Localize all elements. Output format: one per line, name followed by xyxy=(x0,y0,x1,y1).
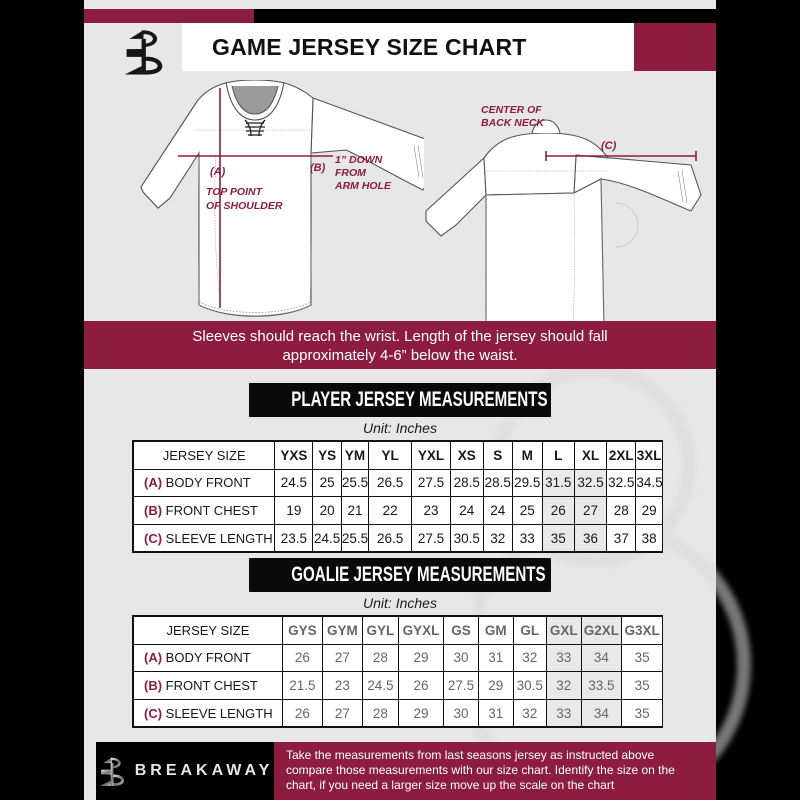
svg-text:ARM HOLE: ARM HOLE xyxy=(334,180,392,192)
svg-text:(A): (A) xyxy=(210,166,226,178)
svg-text:FROM: FROM xyxy=(335,167,366,179)
svg-text:(B): (B) xyxy=(310,162,326,174)
svg-text:OF SHOULDER: OF SHOULDER xyxy=(206,200,283,212)
svg-text:TOP POINT: TOP POINT xyxy=(206,186,264,198)
svg-text:CENTER OF: CENTER OF xyxy=(481,104,542,116)
svg-text:(C): (C) xyxy=(601,140,617,152)
svg-text:1” DOWN: 1” DOWN xyxy=(335,154,383,166)
svg-text:BACK NECK: BACK NECK xyxy=(481,117,545,129)
